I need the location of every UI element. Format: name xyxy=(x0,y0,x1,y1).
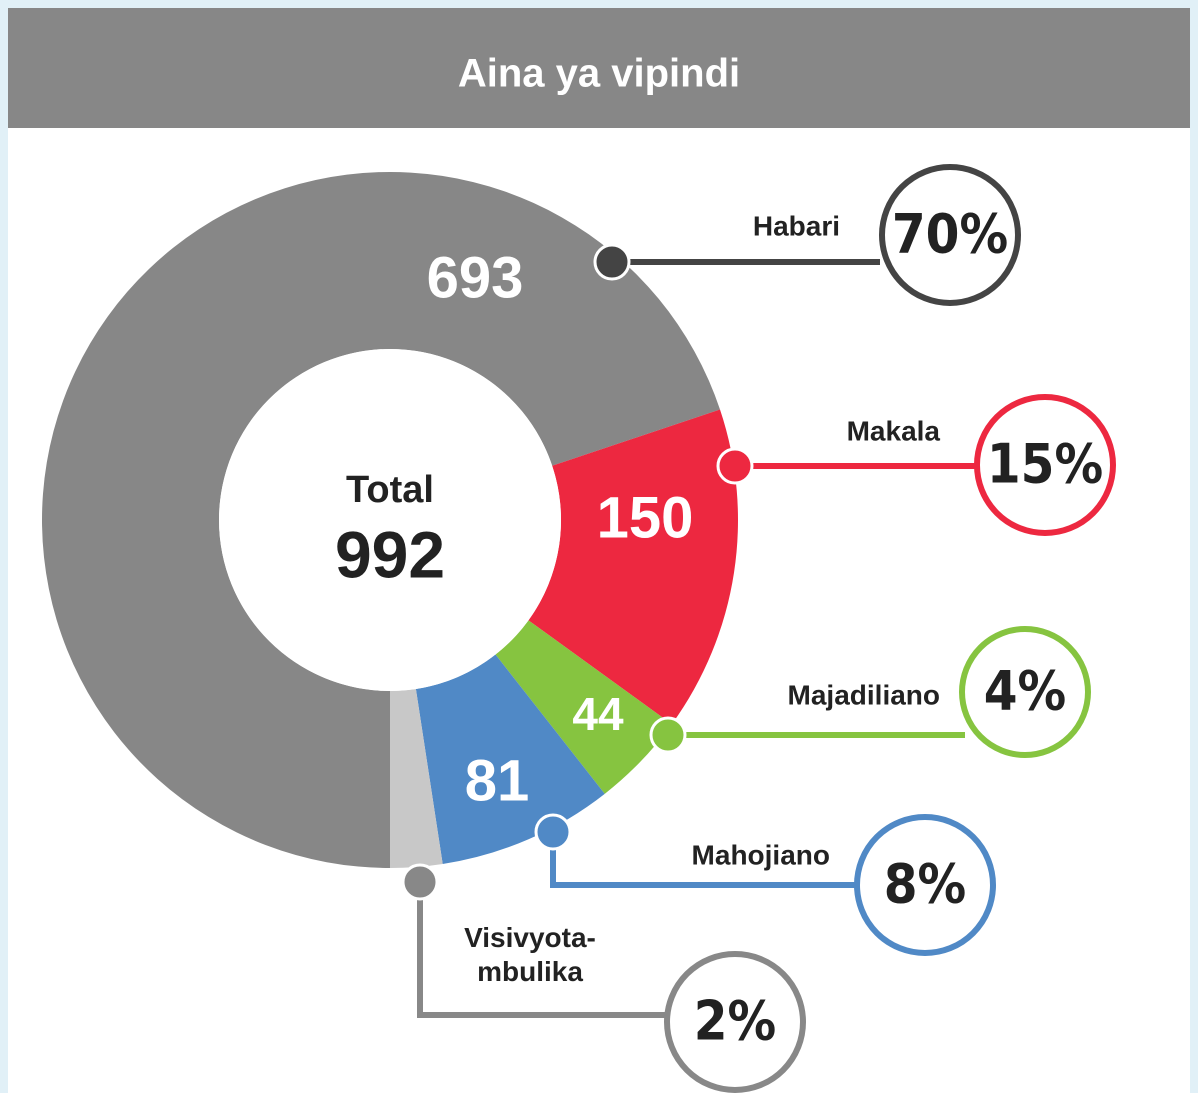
value-label: 150 xyxy=(597,485,694,550)
donut-segment xyxy=(495,620,672,794)
header xyxy=(8,8,1190,128)
category-label: Habari xyxy=(753,210,840,241)
callout-dot xyxy=(534,813,572,851)
percent-ring xyxy=(974,394,1116,536)
value-label: 693 xyxy=(427,245,524,310)
percent-ring xyxy=(664,951,806,1093)
callout-dot xyxy=(401,863,439,901)
category-label-line: Visivyota- xyxy=(464,922,596,953)
callout-dot xyxy=(649,716,687,754)
center-label: Total xyxy=(346,469,434,511)
category-label-line: mbulika xyxy=(477,956,583,987)
callout-dot xyxy=(593,243,631,281)
callout-dot xyxy=(716,447,754,485)
percent-label: 15% xyxy=(987,433,1103,496)
callout-line xyxy=(417,882,665,1018)
percent-label: 70% xyxy=(892,203,1008,266)
category-label: Makala xyxy=(847,415,941,446)
percent-ring xyxy=(854,814,996,956)
percent-ring xyxy=(879,164,1021,306)
category-label: Mahojiano xyxy=(692,839,830,870)
donut-segment xyxy=(528,409,738,725)
category-label: Majadiliano xyxy=(788,679,940,710)
donut-hole xyxy=(219,349,561,691)
percent-label: 4% xyxy=(984,660,1066,723)
percent-ring xyxy=(959,626,1091,758)
percent-label: 8% xyxy=(884,853,966,916)
center-value: 992 xyxy=(335,517,445,591)
category-label: Visivyota-mbulika xyxy=(464,922,596,987)
percent-label: 2% xyxy=(694,990,776,1053)
donut-segment xyxy=(42,172,721,869)
value-label: 81 xyxy=(465,748,530,813)
value-label: 44 xyxy=(572,688,624,740)
donut-segment xyxy=(415,654,605,864)
chart-title: Aina ya vipindi xyxy=(458,52,740,96)
donut-segment xyxy=(390,689,443,869)
